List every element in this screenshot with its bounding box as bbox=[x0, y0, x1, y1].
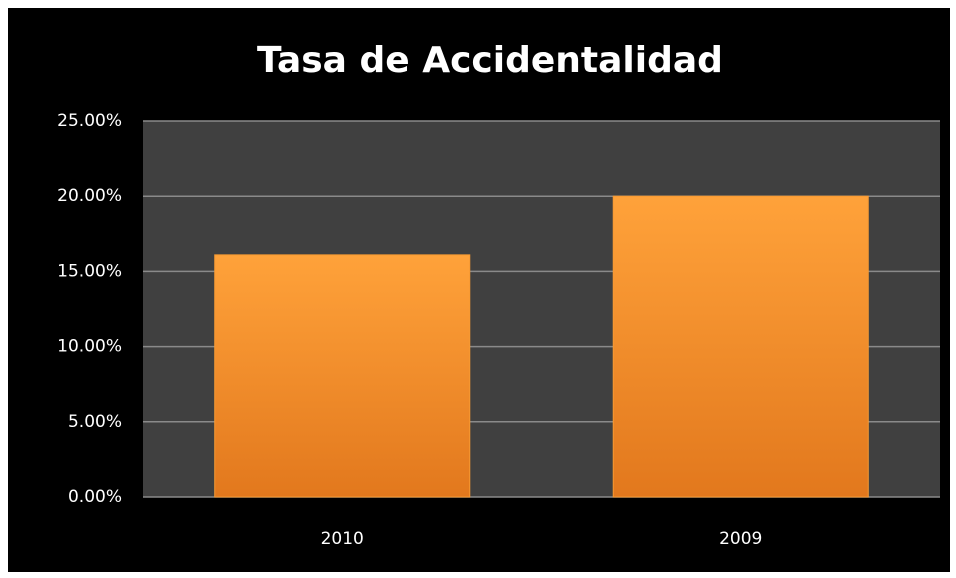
y-tick-label: 25.00% bbox=[57, 111, 122, 131]
x-tick-label: 2009 bbox=[719, 529, 762, 549]
chart-title: Tasa de Accidentalidad bbox=[257, 40, 723, 81]
y-tick-label: 10.00% bbox=[57, 337, 122, 357]
y-tick-label: 20.00% bbox=[57, 186, 122, 206]
y-tick-label: 0.00% bbox=[68, 487, 122, 507]
bar bbox=[612, 195, 869, 498]
x-tick-label: 2010 bbox=[321, 529, 364, 549]
bar bbox=[214, 254, 471, 498]
y-tick-label: 5.00% bbox=[68, 412, 122, 432]
y-tick-label: 15.00% bbox=[57, 261, 122, 281]
